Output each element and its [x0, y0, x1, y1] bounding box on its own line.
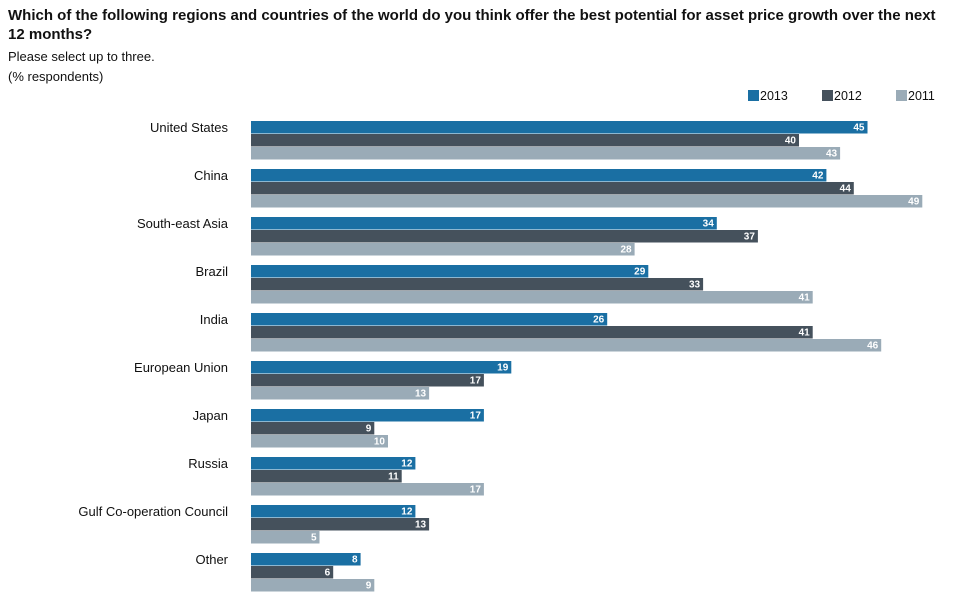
category-label-european-union: European Union	[134, 360, 228, 375]
bar-united-states-2012	[251, 134, 799, 147]
bar-european-union-2012	[251, 374, 484, 387]
chart-subtitle: Please select up to three.	[8, 49, 155, 64]
legend-swatch-2013	[748, 90, 759, 101]
data-label-china-2013: 42	[812, 171, 824, 182]
category-label-india: India	[200, 312, 229, 327]
bar-european-union-2011	[251, 387, 430, 400]
bar-other-2011	[251, 579, 375, 592]
data-label-brazil-2013: 29	[634, 267, 646, 278]
bar-european-union-2013	[251, 361, 512, 374]
bar-gulf-co-operation-council-2013	[251, 505, 416, 518]
data-label-south-east-asia-2013: 34	[703, 219, 715, 230]
data-label-gulf-co-operation-council-2013: 12	[401, 507, 413, 518]
bar-china-2011	[251, 195, 923, 208]
data-label-gulf-co-operation-council-2012: 13	[415, 520, 427, 531]
bar-south-east-asia-2012	[251, 230, 758, 243]
data-label-russia-2013: 12	[401, 459, 413, 470]
category-label-russia: Russia	[188, 456, 229, 471]
data-label-south-east-asia-2012: 37	[744, 232, 756, 243]
data-label-china-2012: 44	[840, 184, 852, 195]
bar-gulf-co-operation-council-2011	[251, 531, 320, 544]
category-label-japan: Japan	[193, 408, 228, 423]
bar-south-east-asia-2013	[251, 217, 717, 230]
data-label-india-2011: 46	[867, 341, 879, 352]
bar-other-2012	[251, 566, 334, 579]
data-label-japan-2013: 17	[470, 411, 482, 422]
legend-label-2011: 2011	[908, 89, 935, 103]
data-label-other-2011: 9	[366, 581, 372, 592]
bar-brazil-2013	[251, 265, 649, 278]
bar-india-2012	[251, 326, 813, 339]
data-label-south-east-asia-2011: 28	[620, 245, 632, 256]
legend: 2013 2012 2011	[748, 89, 935, 103]
bar-gulf-co-operation-council-2012	[251, 518, 430, 531]
bar-brazil-2012	[251, 278, 704, 291]
data-label-india-2013: 26	[593, 315, 605, 326]
data-label-japan-2011: 10	[374, 437, 386, 448]
data-label-russia-2011: 17	[470, 485, 482, 496]
category-label-united-states: United States	[150, 120, 229, 135]
data-label-brazil-2012: 33	[689, 280, 701, 291]
bar-china-2012	[251, 182, 854, 195]
category-label-gulf-co-operation-council: Gulf Co-operation Council	[78, 504, 228, 519]
category-label-south-east-asia: South-east Asia	[137, 216, 229, 231]
data-label-brazil-2011: 41	[799, 293, 811, 304]
data-label-japan-2012: 9	[366, 424, 372, 435]
plot-area: United States 45 40 43 China 42 44 49 South-east…	[78, 120, 923, 592]
data-label-gulf-co-operation-council-2011: 5	[311, 533, 317, 544]
data-label-india-2012: 41	[799, 328, 811, 339]
bar-brazil-2011	[251, 291, 813, 304]
data-label-united-states-2012: 40	[785, 136, 797, 147]
category-label-china: China	[194, 168, 229, 183]
units-note: (% respondents)	[8, 69, 104, 84]
bar-russia-2013	[251, 457, 416, 470]
bar-russia-2011	[251, 483, 484, 496]
data-label-united-states-2013: 45	[853, 123, 865, 134]
bar-japan-2011	[251, 435, 388, 448]
bar-india-2013	[251, 313, 608, 326]
category-label-other: Other	[195, 552, 228, 567]
bar-russia-2012	[251, 470, 402, 483]
bar-other-2013	[251, 553, 361, 566]
category-label-brazil: Brazil	[195, 264, 228, 279]
data-label-china-2011: 49	[908, 197, 920, 208]
chart-title: Which of the following regions and count…	[8, 7, 936, 43]
bar-united-states-2011	[251, 147, 841, 160]
data-label-european-union-2012: 17	[470, 376, 482, 387]
legend-label-2012: 2012	[834, 89, 862, 103]
bar-united-states-2013	[251, 121, 868, 134]
legend-label-2013: 2013	[760, 89, 788, 103]
data-label-united-states-2011: 43	[826, 149, 838, 160]
data-label-european-union-2013: 19	[497, 363, 509, 374]
legend-swatch-2011	[896, 90, 907, 101]
bar-china-2013	[251, 169, 827, 182]
legend-swatch-2012	[822, 90, 833, 101]
data-label-european-union-2011: 13	[415, 389, 427, 400]
data-label-other-2012: 6	[325, 568, 331, 579]
data-label-other-2013: 8	[352, 555, 358, 566]
bar-south-east-asia-2011	[251, 243, 635, 256]
bar-india-2011	[251, 339, 882, 352]
data-label-russia-2012: 11	[388, 472, 399, 483]
bar-japan-2013	[251, 409, 484, 422]
bar-japan-2012	[251, 422, 375, 435]
